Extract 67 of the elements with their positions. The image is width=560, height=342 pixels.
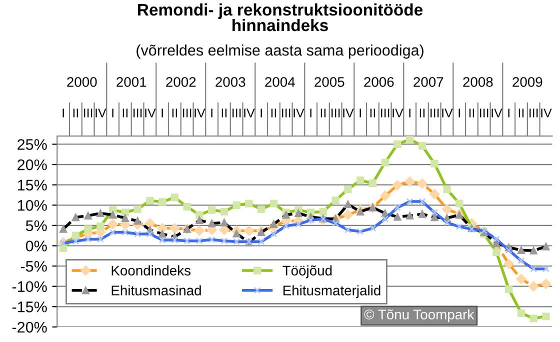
- x-tick-label: I: [508, 108, 510, 118]
- x-tick-label: I: [310, 108, 312, 118]
- x-tick-label: I: [211, 108, 212, 118]
- y-tick-label: 15%: [18, 180, 47, 191]
- legend-label: Ehitusmaterjalid: [283, 285, 380, 298]
- chart-title: Remondi- ja rekonstruktsioonitööde hinnaindeks: [138, 3, 423, 32]
- x-tick-label: IV: [442, 108, 453, 118]
- x-tick-label: II: [420, 108, 425, 118]
- y-tick-label: 5%: [26, 220, 47, 232]
- x-tick-label: IV: [392, 108, 404, 118]
- x-tick-label: IV: [343, 108, 354, 118]
- x-tick-label: IV: [194, 108, 206, 118]
- text: 2008: [463, 77, 493, 87]
- x-tick-label: I: [162, 108, 163, 118]
- y-tick-label: 0%: [26, 240, 47, 252]
- x-tick-label: II: [222, 108, 227, 118]
- x-tick-label: III: [430, 108, 439, 118]
- x-tick-label: II: [518, 108, 524, 118]
- x-tick-label: III: [282, 108, 290, 118]
- text: 2004: [265, 77, 295, 87]
- annotation: © Tõnu Toompark: [364, 309, 474, 322]
- y-tick-label: -15%: [12, 302, 47, 312]
- x-tick-label: IV: [96, 108, 106, 118]
- x-tick-label: III: [480, 108, 488, 118]
- chart-subtitle: (võrreldes eelmise aasta sama perioodiga): [136, 44, 424, 59]
- x-tick-label: I: [458, 108, 460, 118]
- y-tick-label: 25%: [18, 139, 47, 150]
- x-tick-label: IV: [244, 108, 255, 118]
- x-tick-label: II: [73, 108, 78, 118]
- text: 2001: [116, 77, 146, 87]
- x-tick-label: IV: [541, 108, 552, 118]
- text: 2007: [414, 77, 444, 87]
- text: 2002: [166, 77, 196, 87]
- x-tick-label: II: [469, 108, 474, 118]
- legend-label: Tööjõud: [282, 265, 332, 278]
- y-tick-label: 20%: [18, 159, 47, 170]
- x-tick-label: III: [134, 108, 142, 118]
- x-tick-label: III: [332, 108, 340, 118]
- text: 2005: [314, 77, 344, 87]
- text: 2003: [216, 77, 246, 87]
- legend-label: Ehitusmasinad: [112, 285, 201, 296]
- x-tick-label: III: [530, 108, 538, 118]
- x-tick-label: III: [183, 108, 192, 118]
- x-tick-label: II: [370, 108, 376, 118]
- x-tick-label: II: [122, 108, 128, 118]
- text: 2009: [512, 77, 542, 87]
- x-tick-label: III: [84, 108, 92, 118]
- x-tick-label: I: [112, 108, 114, 118]
- x-tick-label: I: [62, 108, 64, 118]
- x-tick-label: IV: [145, 108, 156, 118]
- y-tick-label: -10%: [12, 281, 47, 292]
- x-tick-label: III: [381, 108, 390, 118]
- y-tick-label: -20%: [12, 322, 47, 333]
- y-tick-label: -5%: [20, 260, 47, 272]
- legend-label: Koondindeks: [112, 265, 190, 276]
- x-tick-label: II: [172, 108, 178, 118]
- text: 2000: [67, 77, 97, 87]
- x-tick-label: IV: [492, 108, 502, 118]
- y-tick-label: 10%: [18, 200, 47, 211]
- x-tick-label: II: [320, 108, 326, 118]
- x-tick-label: III: [232, 108, 241, 118]
- x-tick-label: IV: [294, 108, 304, 118]
- x-tick-label: I: [409, 108, 410, 118]
- text: 2006: [364, 77, 394, 87]
- x-tick-label: I: [360, 108, 361, 118]
- x-tick-label: II: [271, 108, 276, 118]
- x-tick-label: I: [260, 108, 262, 118]
